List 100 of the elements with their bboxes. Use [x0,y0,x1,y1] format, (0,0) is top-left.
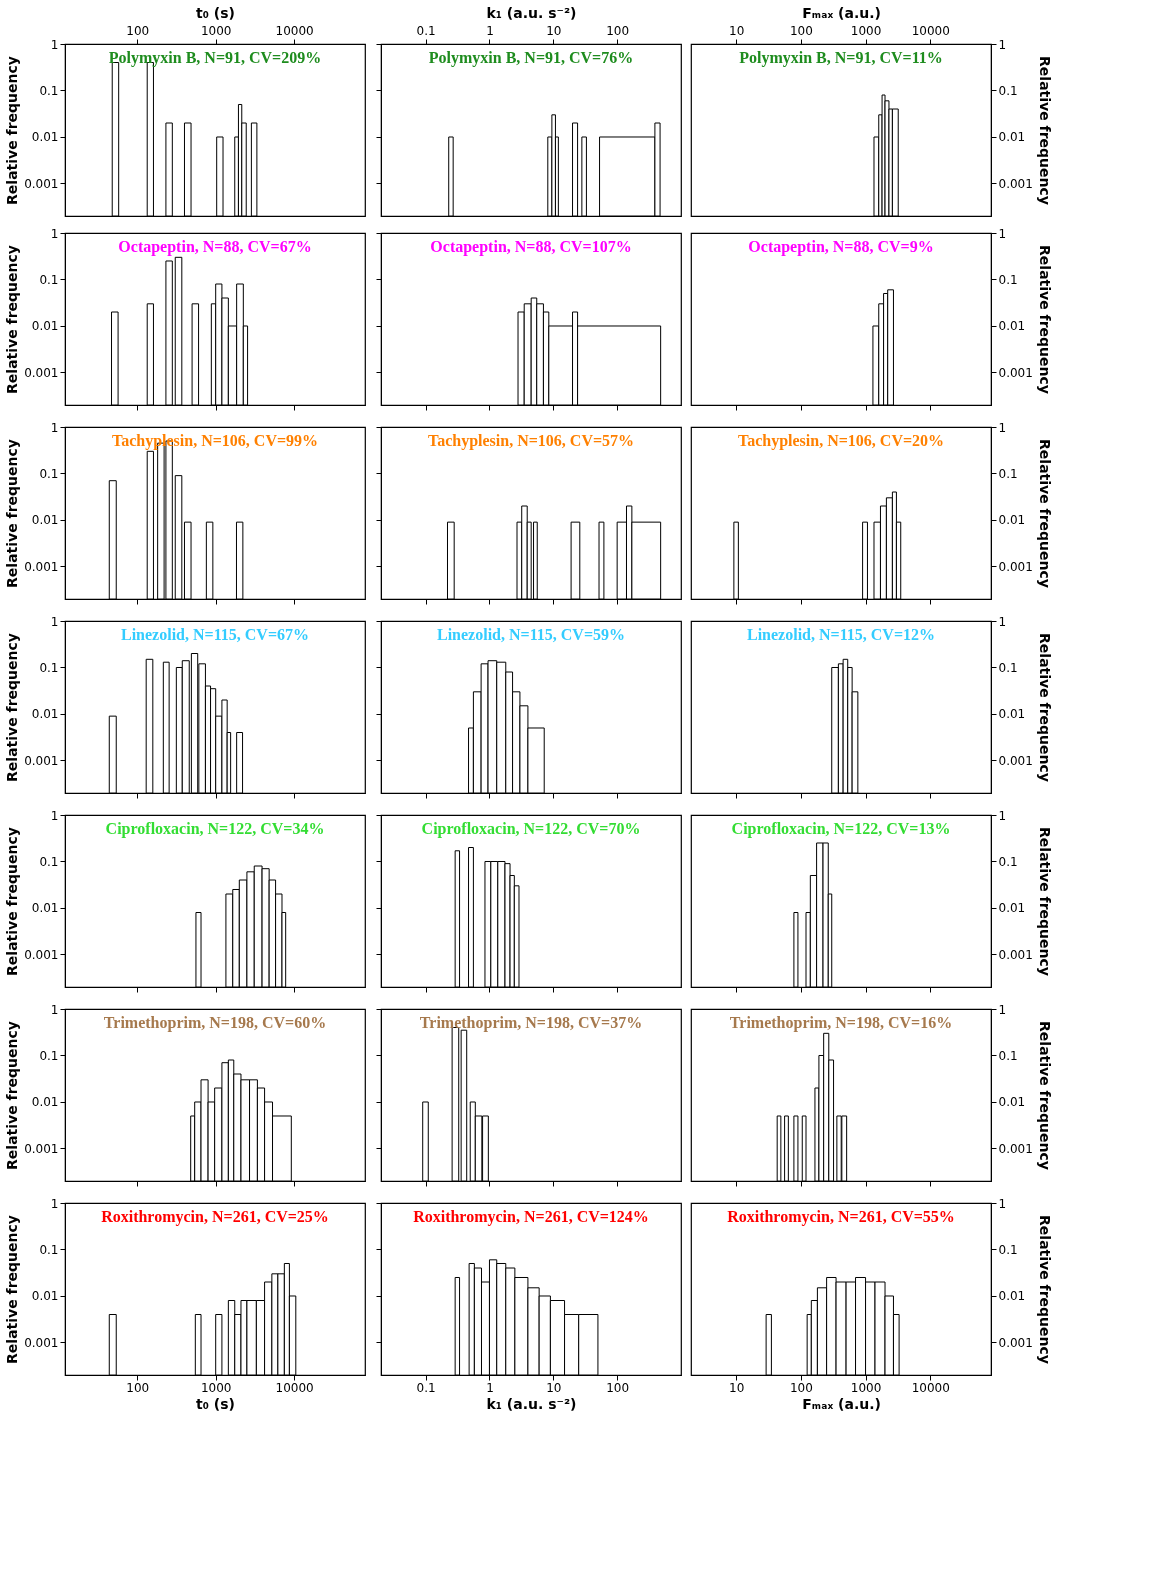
y-tick-label: 0.1 [39,661,59,675]
y-tick-label: 1 [50,808,59,823]
y-tick-label: 0.001 [24,177,59,191]
y-tick-label: 0.1 [998,1049,1018,1063]
y-tick-label: 0.01 [31,130,59,145]
chart-title: Linezolid, N=115, CV=59% [436,626,626,643]
x-tick-label: 0.1 [416,1380,436,1395]
y-axis-title: Relative frequency [4,56,21,205]
x-tick-label: 100 [126,1380,150,1395]
y-tick-label: 1 [50,226,59,241]
chart-title: Trimethoprim, N=198, CV=16% [729,1014,953,1032]
y-tick-label: 0.001 [998,754,1033,768]
y-tick-label: 0.1 [39,467,59,481]
x-axis-title: k₁ (a.u. s⁻²) [486,1395,577,1412]
y-axis-title: Relative frequency [1036,633,1053,782]
y-axis-title: Relative frequency [1036,827,1053,976]
x-tick-label: 10 [546,1380,562,1395]
x-axis-title: t₀ (s) [196,4,235,21]
y-tick-label: 0.1 [39,1049,59,1063]
y-tick-label: 0.1 [39,273,59,287]
y-tick-label: 1 [998,1002,1007,1017]
y-tick-label: 0.001 [24,1142,59,1156]
y-tick-label: 0.1 [998,273,1018,287]
chart-title: Octapeptin, N=88, CV=107% [430,238,632,256]
chart-title: Polymyxin B, N=91, CV=76% [428,49,634,67]
chart-title: Octapeptin, N=88, CV=9% [748,238,934,256]
y-tick-label: 0.1 [39,84,59,98]
y-tick-label: 0.1 [998,855,1018,869]
y-tick-label: 0.001 [24,948,59,962]
y-tick-label: 0.001 [24,754,59,768]
y-tick-label: 1 [50,614,59,629]
y-tick-label: 1 [998,226,1007,241]
chart-title: Linezolid, N=115, CV=67% [120,626,310,643]
chart-title: Octapeptin, N=88, CV=67% [118,238,312,256]
y-tick-label: 1 [50,420,59,435]
y-tick-label: 0.1 [998,467,1018,481]
chart-title: Ciprofloxacin, N=122, CV=13% [731,820,951,838]
y-tick-label: 0.01 [31,901,59,916]
x-tick-label: 10 [546,23,562,38]
chart-title: Trimethoprim, N=198, CV=60% [103,1014,327,1032]
chart-title: Ciprofloxacin, N=122, CV=34% [105,820,325,838]
y-tick-label: 0.1 [998,84,1018,98]
y-tick-label: 0.01 [998,901,1026,916]
y-tick-label: 0.001 [24,560,59,574]
y-tick-label: 0.001 [998,1336,1033,1350]
x-tick-label: 1000 [850,1380,882,1395]
y-tick-label: 1 [50,37,59,52]
y-tick-label: 1 [998,37,1007,52]
y-tick-label: 0.001 [998,1142,1033,1156]
y-tick-label: 0.001 [998,948,1033,962]
x-tick-label: 10000 [911,1380,950,1395]
chart-title: Tachyplesin, N=106, CV=57% [427,432,635,450]
y-axis-title: Relative frequency [1036,1021,1053,1170]
y-tick-label: 1 [50,1002,59,1017]
y-tick-label: 0.001 [998,366,1033,380]
y-axis-title: Relative frequency [4,827,21,976]
y-tick-label: 0.01 [998,130,1026,145]
x-tick-label: 1000 [200,1380,232,1395]
y-tick-label: 0.01 [31,707,59,722]
chart-title: Tachyplesin, N=106, CV=20% [737,432,945,450]
y-axis-title: Relative frequency [4,1215,21,1364]
y-axis-title: Relative frequency [4,633,21,782]
y-tick-label: 0.01 [998,319,1026,334]
x-tick-label: 100 [606,23,630,38]
y-tick-label: 0.1 [998,1243,1018,1257]
y-tick-label: 0.1 [39,1243,59,1257]
y-axis-title: Relative frequency [4,439,21,588]
y-axis-title: Relative frequency [1036,1215,1053,1364]
chart-title: Polymyxin B, N=91, CV=209% [108,49,322,67]
x-tick-label: 10 [729,23,745,38]
x-axis-title: t₀ (s) [196,1395,235,1412]
y-tick-label: 0.01 [31,1095,59,1110]
y-axis-title: Relative frequency [1036,56,1053,205]
x-tick-label: 100 [126,23,150,38]
y-axis-title: Relative frequency [4,1021,21,1170]
chart-title: Ciprofloxacin, N=122, CV=70% [421,820,641,838]
x-tick-label: 10000 [911,23,950,38]
y-tick-label: 0.1 [998,661,1018,675]
y-axis-title: Relative frequency [1036,439,1053,588]
x-tick-label: 10000 [275,1380,314,1395]
y-tick-label: 0.01 [31,319,59,334]
x-tick-label: 1 [486,1380,494,1395]
y-tick-label: 0.1 [39,855,59,869]
y-tick-label: 0.01 [998,1095,1026,1110]
x-tick-label: 10 [729,1380,745,1395]
x-tick-label: 1000 [850,23,882,38]
y-tick-label: 1 [998,614,1007,629]
y-tick-label: 0.01 [31,513,59,528]
chart-title: Tachyplesin, N=106, CV=99% [111,432,319,450]
y-axis-title: Relative frequency [4,245,21,394]
x-axis-title: Fₘₐₓ (a.u.) [802,4,881,21]
y-tick-label: 0.01 [31,1289,59,1304]
x-tick-label: 100 [789,1380,813,1395]
y-axis-title: Relative frequency [1036,245,1053,394]
y-tick-label: 0.001 [998,560,1033,574]
x-axis-title: Fₘₐₓ (a.u.) [802,1395,881,1412]
y-tick-label: 0.001 [998,177,1033,191]
x-tick-label: 1000 [200,23,232,38]
x-tick-label: 0.1 [416,23,436,38]
x-axis-title: k₁ (a.u. s⁻²) [486,4,577,21]
